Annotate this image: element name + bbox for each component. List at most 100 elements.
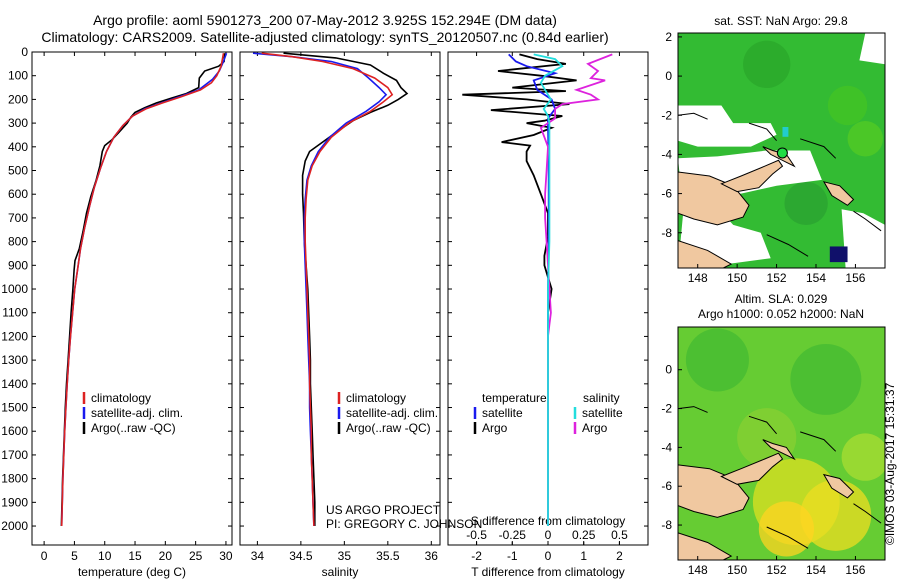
x-tick-label: 34 [251,549,265,563]
lat-tick-label: -6 [661,187,672,201]
sla-patch [841,433,885,481]
depth-tick-label: 1900 [1,495,28,509]
coastline [678,112,708,120]
lon-tick-label: 150 [727,271,747,285]
sst-patch [743,40,791,88]
land-mass [720,159,784,193]
depth-tick-label: 400 [8,140,28,154]
coastline [766,234,809,257]
depth-tick-label: 200 [8,92,28,106]
depth-tick-label: 1600 [1,424,28,438]
land-mass [720,452,784,485]
lon-tick-label: 152 [767,271,787,285]
x-tick-label: 30 [219,549,233,563]
depth-tick-label: 100 [8,69,28,83]
coastline [800,138,837,159]
lon-tick-label: 156 [845,563,865,577]
x-tick-label: 36 [425,549,439,563]
profile-panel-frame [239,51,441,546]
legend-label: climatology [91,391,151,405]
lon-tick-label: 154 [806,563,826,577]
legend-label: climatology [346,391,406,405]
legend-temperature-heading: temperature [482,391,547,405]
legend-label: satellite [582,406,623,420]
sla-patch [758,501,815,557]
lon-tick-label: 148 [688,563,708,577]
sst-missing-data [841,209,885,268]
argo-height-title: Argo h1000: 0.052 h2000: NaN [698,307,864,321]
t-difference-axis-label: T difference from climatology [471,565,625,579]
sla-map-layer [678,327,885,560]
coastline [748,122,777,142]
depth-tick-label: 1800 [1,472,28,486]
sst-patch [847,121,884,157]
sst-missing-data [678,105,777,147]
x-tick-label: 0 [41,549,48,563]
x-tick-label: 34.5 [289,549,313,563]
sst-dark-cell [829,246,848,263]
figure-subtitle: Climatology: CARS2009. Satellite-adjuste… [41,29,609,45]
legend-label: satellite-adj. clim. [346,406,438,420]
lon-tick-label: 152 [767,563,787,577]
lat-tick-label: -4 [661,147,672,161]
x-tick-label: 25 [189,549,203,563]
temperature-line [60,53,225,527]
coastline [678,406,708,413]
sst-cyan-cell [782,127,789,137]
lat-tick-label: -4 [661,440,672,454]
depth-tick-label: 1700 [1,448,28,462]
legend-label: satellite-adj. clim. [91,406,183,420]
salinity-satellite-diff-line [533,53,564,526]
lat-tick-label: -8 [661,518,672,532]
x-tick-label: -1 [507,549,518,563]
legend-label: satellite [482,406,523,420]
x-tick-label: 1 [580,549,587,563]
figure-title: Argo profile: aoml 5901273_200 07-May-20… [93,12,557,28]
sla-patch [685,328,749,392]
coastline [748,415,777,435]
temperature-axis-label: temperature (deg C) [78,565,186,579]
depth-tick-label: 700 [8,211,28,225]
lat-tick-label: 0 [665,69,672,83]
x-tick-label: 35.5 [376,549,400,563]
s-tick-label: -0.25 [499,528,527,542]
x-tick-label: 20 [159,549,173,563]
x-tick-label: 10 [98,549,112,563]
pi-credit: PI: GREGORY C. JOHNSON [326,517,482,531]
depth-tick-label: 1400 [1,377,28,391]
project-credit: US ARGO PROJECT [326,503,441,517]
temperature-argo-diff-line [462,53,577,526]
land-mass [678,240,733,268]
legend-label: Argo(..raw -QC) [91,421,176,435]
land-mass [678,532,733,560]
sst-patch [827,85,868,126]
x-tick-label: 35 [338,549,352,563]
depth-tick-label: 900 [8,258,28,272]
depth-tick-label: 1500 [1,401,28,415]
depth-tick-label: 1100 [2,306,28,320]
x-tick-label: 2 [616,549,623,563]
depth-tick-label: 0 [21,45,28,59]
coastline [853,210,882,232]
lon-tick-label: 150 [727,563,747,577]
lat-tick-label: 2 [665,30,672,44]
lat-tick-label: -8 [661,226,672,240]
salinity-line [252,52,388,527]
coastline [766,526,809,549]
sst-map-title: sat. SST: NaN Argo: 29.8 [714,14,848,28]
depth-tick-label: 800 [8,235,28,249]
sst-missing-data [859,33,885,65]
depth-tick-label: 1000 [1,282,28,296]
legend-label: Argo [482,421,508,435]
land-mass [822,181,855,206]
salinity-axis-label: salinity [322,565,359,579]
depth-tick-label: 600 [8,187,28,201]
s-tick-label: 0.25 [572,528,596,542]
x-tick-label: 0 [545,549,552,563]
depth-tick-label: 1200 [1,329,28,343]
x-tick-label: 15 [128,549,142,563]
salinity-argo-diff-line [539,53,613,526]
sla-patch [800,479,872,551]
legend-label: Argo [582,421,608,435]
